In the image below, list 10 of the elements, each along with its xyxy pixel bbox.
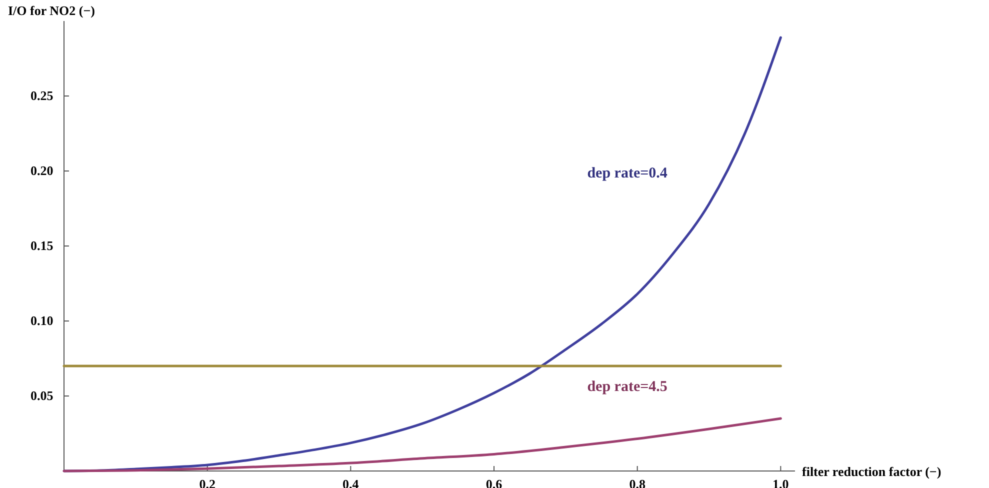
y-tick-label: 0.25 — [30, 88, 54, 104]
y-tick-label: 0.20 — [30, 163, 54, 178]
y-tick-label: 0.15 — [30, 238, 54, 254]
text: dep rate=0.4 — [587, 166, 668, 182]
y-tick-label: 0.10 — [30, 313, 54, 328]
x-axis-title: filter reduction factor (−) — [802, 464, 942, 479]
y-axis-title: I/O for NO2 (−) — [8, 3, 95, 18]
y-tick-label: 0.05 — [30, 388, 54, 404]
line-series — [62, 417, 782, 472]
text: dep rate=4.5 — [587, 378, 668, 395]
